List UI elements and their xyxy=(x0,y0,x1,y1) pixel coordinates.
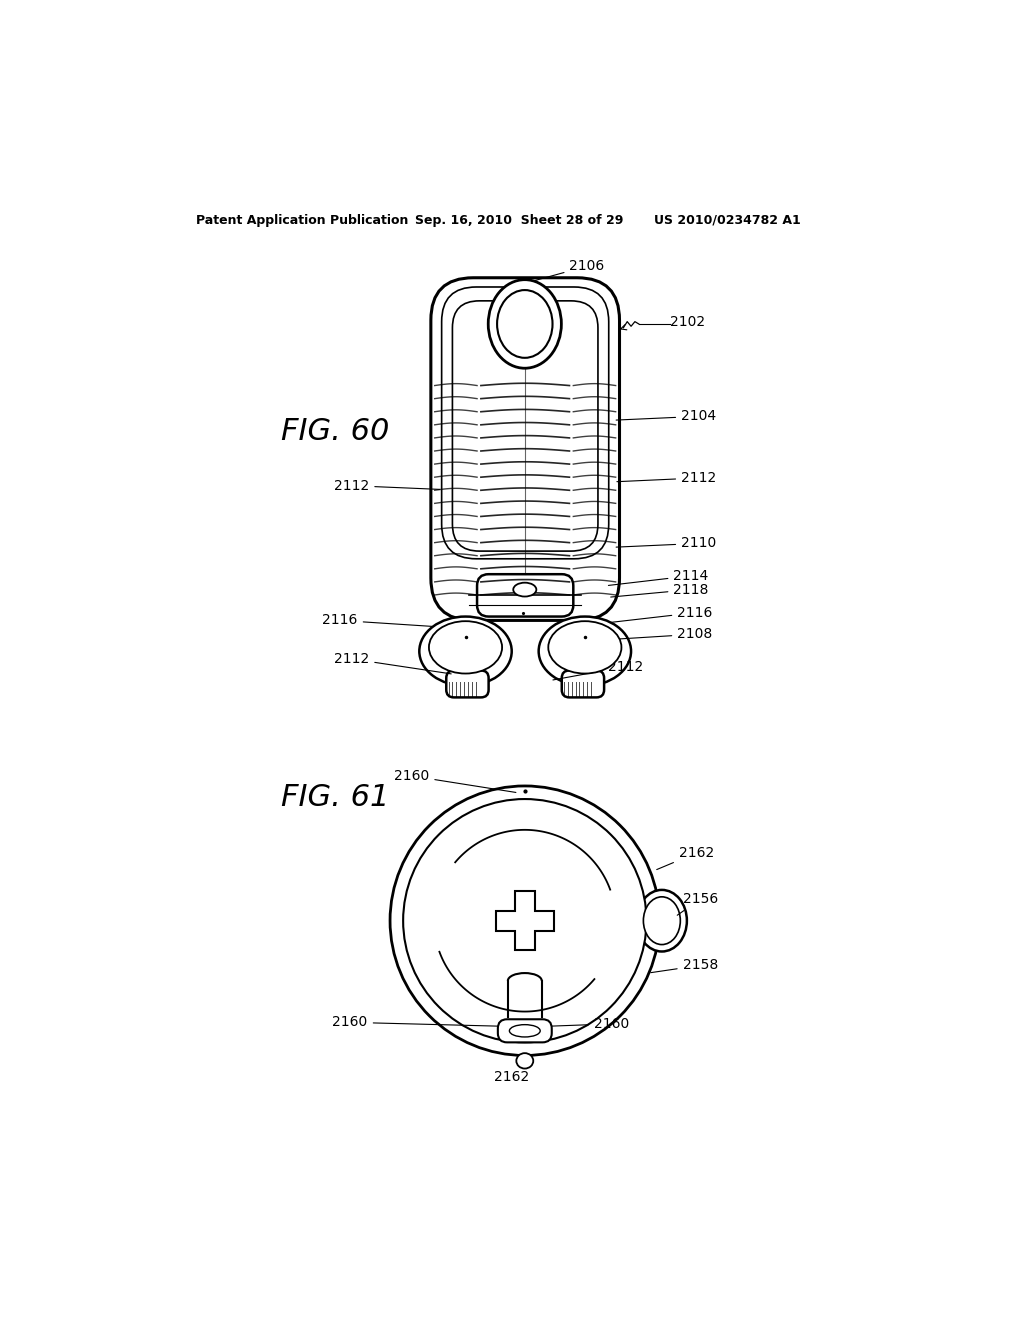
Text: 2104: 2104 xyxy=(616,409,716,424)
Text: Sep. 16, 2010  Sheet 28 of 29: Sep. 16, 2010 Sheet 28 of 29 xyxy=(416,214,624,227)
Text: 2112: 2112 xyxy=(616,471,717,484)
Text: 2162: 2162 xyxy=(656,846,714,870)
Text: 2102: 2102 xyxy=(670,314,705,329)
Ellipse shape xyxy=(539,616,631,686)
Text: 2106: 2106 xyxy=(534,259,605,281)
Text: Patent Application Publication: Patent Application Publication xyxy=(196,214,409,227)
Ellipse shape xyxy=(429,622,502,673)
Text: 2158: 2158 xyxy=(650,958,718,973)
Text: 2112: 2112 xyxy=(334,652,452,675)
Text: 2112: 2112 xyxy=(334,479,439,492)
Ellipse shape xyxy=(637,890,687,952)
Text: 2118: 2118 xyxy=(610,582,709,597)
Text: 2162: 2162 xyxy=(494,1063,529,1084)
Text: 2160: 2160 xyxy=(552,1016,630,1031)
Text: FIG. 61: FIG. 61 xyxy=(281,783,389,812)
Text: 2156: 2156 xyxy=(677,892,718,915)
Circle shape xyxy=(390,785,659,1056)
Ellipse shape xyxy=(548,622,622,673)
Ellipse shape xyxy=(488,280,561,368)
Text: US 2010/0234782 A1: US 2010/0234782 A1 xyxy=(654,214,801,227)
Ellipse shape xyxy=(643,896,680,945)
Text: FIG. 60: FIG. 60 xyxy=(281,417,389,446)
Text: 2108: 2108 xyxy=(610,627,713,642)
FancyBboxPatch shape xyxy=(431,277,620,620)
Ellipse shape xyxy=(419,616,512,686)
Text: 2160: 2160 xyxy=(333,1015,498,1030)
Ellipse shape xyxy=(509,1024,541,1038)
Polygon shape xyxy=(496,891,554,950)
FancyBboxPatch shape xyxy=(498,1019,552,1043)
Circle shape xyxy=(403,799,646,1043)
Text: 2160: 2160 xyxy=(394,770,516,792)
Text: 2116: 2116 xyxy=(323,614,432,627)
Ellipse shape xyxy=(516,1053,534,1069)
Ellipse shape xyxy=(513,582,537,597)
Text: 2114: 2114 xyxy=(608,569,709,586)
Text: 2112: 2112 xyxy=(553,660,643,680)
FancyBboxPatch shape xyxy=(446,671,488,697)
Text: 2110: 2110 xyxy=(616,536,717,550)
Ellipse shape xyxy=(497,290,553,358)
FancyBboxPatch shape xyxy=(477,574,573,616)
FancyBboxPatch shape xyxy=(562,671,604,697)
Text: 2116: 2116 xyxy=(610,606,713,623)
